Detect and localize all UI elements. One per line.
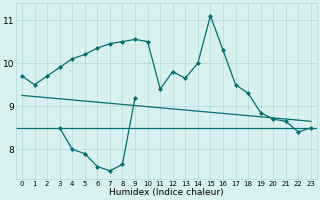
X-axis label: Humidex (Indice chaleur): Humidex (Indice chaleur) [109,188,224,197]
